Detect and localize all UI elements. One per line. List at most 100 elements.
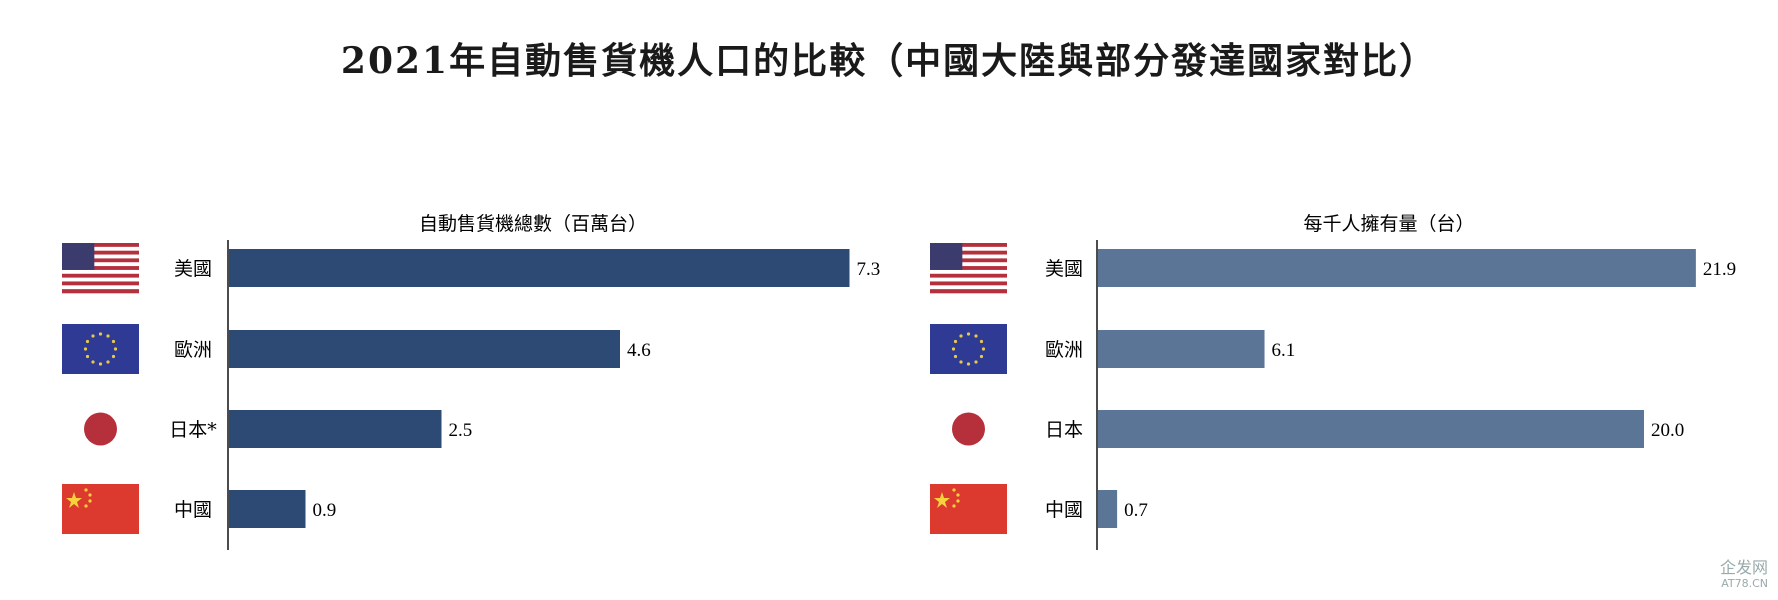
flag-star <box>84 504 88 508</box>
flag-stripe <box>930 273 1007 278</box>
flag-stripe <box>930 243 1007 248</box>
eu-flag-icon <box>62 324 139 374</box>
flag-star <box>981 347 986 351</box>
data-label: 2.5 <box>449 420 473 441</box>
page-title: 2021年自動售貨機人口的比較（中國大陸與部分發達國家對比） <box>340 40 1438 82</box>
chart-subtitle: 每千人擁有量（台） <box>1303 213 1474 235</box>
us-flag-icon <box>930 243 1007 294</box>
data-label: 0.9 <box>313 500 337 521</box>
flag-stripe <box>930 246 1007 251</box>
flag-star <box>966 332 971 336</box>
flag-star <box>111 339 116 344</box>
flag-star <box>952 488 956 492</box>
flag-star <box>959 360 963 364</box>
flag-stripe <box>62 243 139 248</box>
flag-stripe <box>930 254 1007 259</box>
chart-1: 自動售貨機總數（百萬台） 美國 7.3 歐洲 4.6 日本* 2.5 中國 0.9 <box>62 213 880 550</box>
watermark-url: AT78.CN <box>1721 577 1768 590</box>
flag-star <box>951 347 956 351</box>
flag-stripe <box>62 258 139 263</box>
flag-stripe <box>930 258 1007 263</box>
flag-star <box>934 492 950 508</box>
category-label: 美國 <box>174 258 212 280</box>
category-label: 日本* <box>169 419 217 441</box>
bar <box>1098 490 1118 528</box>
flag-stripe <box>930 262 1007 267</box>
flag-star <box>956 493 960 497</box>
flag-stripe <box>930 285 1007 290</box>
flag-disc <box>952 412 985 446</box>
flag-stripe <box>62 266 139 271</box>
chart-2: 每千人擁有量（台） 美國 21.9 歐洲 6.1 日本 20.0 中國 0.7 <box>930 213 1736 550</box>
eu-flag-icon <box>930 324 1007 374</box>
flag-star <box>953 354 958 359</box>
category-label: 歐洲 <box>174 339 212 361</box>
category-label: 中國 <box>174 499 212 521</box>
flag-field <box>930 484 1007 534</box>
flag-star <box>953 339 958 344</box>
flag-star <box>98 362 103 366</box>
bar <box>229 490 306 528</box>
flag-stripe <box>62 250 139 255</box>
flag-stripe <box>930 277 1007 282</box>
flag-star <box>974 360 978 364</box>
flag-stripe <box>62 254 139 259</box>
flag-star <box>106 360 110 364</box>
flag-star <box>956 499 960 503</box>
flag-field <box>930 324 1007 374</box>
flag-stripe <box>930 281 1007 286</box>
flag-stripe <box>930 250 1007 255</box>
category-label: 中國 <box>1045 499 1083 521</box>
flag-star <box>113 347 118 351</box>
flag-canton <box>62 243 95 270</box>
flag-star <box>91 334 95 338</box>
flag-star <box>91 360 95 364</box>
flag-star <box>966 362 971 366</box>
flag-stripe <box>930 289 1007 294</box>
data-label: 20.0 <box>1651 420 1684 441</box>
china-flag-icon <box>62 484 139 534</box>
flag-stripe <box>62 289 139 294</box>
japan-flag-icon <box>84 412 117 446</box>
flag-star <box>974 334 978 338</box>
flag-stripe <box>62 277 139 282</box>
us-flag-icon <box>62 243 139 294</box>
data-label: 0.7 <box>1124 500 1148 521</box>
chart-subtitle: 自動售貨機總數（百萬台） <box>419 213 647 235</box>
bar <box>1098 249 1696 287</box>
flag-stripe <box>930 269 1007 275</box>
data-label: 7.3 <box>857 259 881 280</box>
flag-star <box>83 347 88 351</box>
flag-field <box>62 484 139 534</box>
flag-star <box>979 339 984 344</box>
flag-star <box>84 488 88 492</box>
flag-star <box>85 339 90 344</box>
flag-stripe <box>62 246 139 251</box>
category-label: 美國 <box>1045 258 1083 280</box>
bar <box>229 249 850 287</box>
watermark-name: 企发网 <box>1719 558 1768 577</box>
china-flag-icon <box>930 484 1007 534</box>
flag-star <box>88 493 92 497</box>
flag-stripe <box>62 281 139 286</box>
flag-canton <box>930 243 963 270</box>
data-label: 6.1 <box>1272 340 1296 361</box>
flag-star <box>111 354 116 359</box>
flag-star <box>959 334 963 338</box>
flag-star <box>66 492 82 508</box>
flag-stripe <box>62 262 139 267</box>
japan-flag-icon <box>952 412 985 446</box>
data-label: 4.6 <box>627 340 651 361</box>
flag-star <box>98 332 103 336</box>
flag-star <box>979 354 984 359</box>
flag-stripe <box>62 269 139 275</box>
flag-star <box>952 504 956 508</box>
flag-star <box>85 354 90 359</box>
flag-star <box>88 499 92 503</box>
flag-disc <box>84 412 117 446</box>
category-label: 日本 <box>1045 419 1083 441</box>
flag-stripe <box>62 285 139 290</box>
data-label: 21.9 <box>1703 259 1736 280</box>
bar <box>229 410 442 448</box>
